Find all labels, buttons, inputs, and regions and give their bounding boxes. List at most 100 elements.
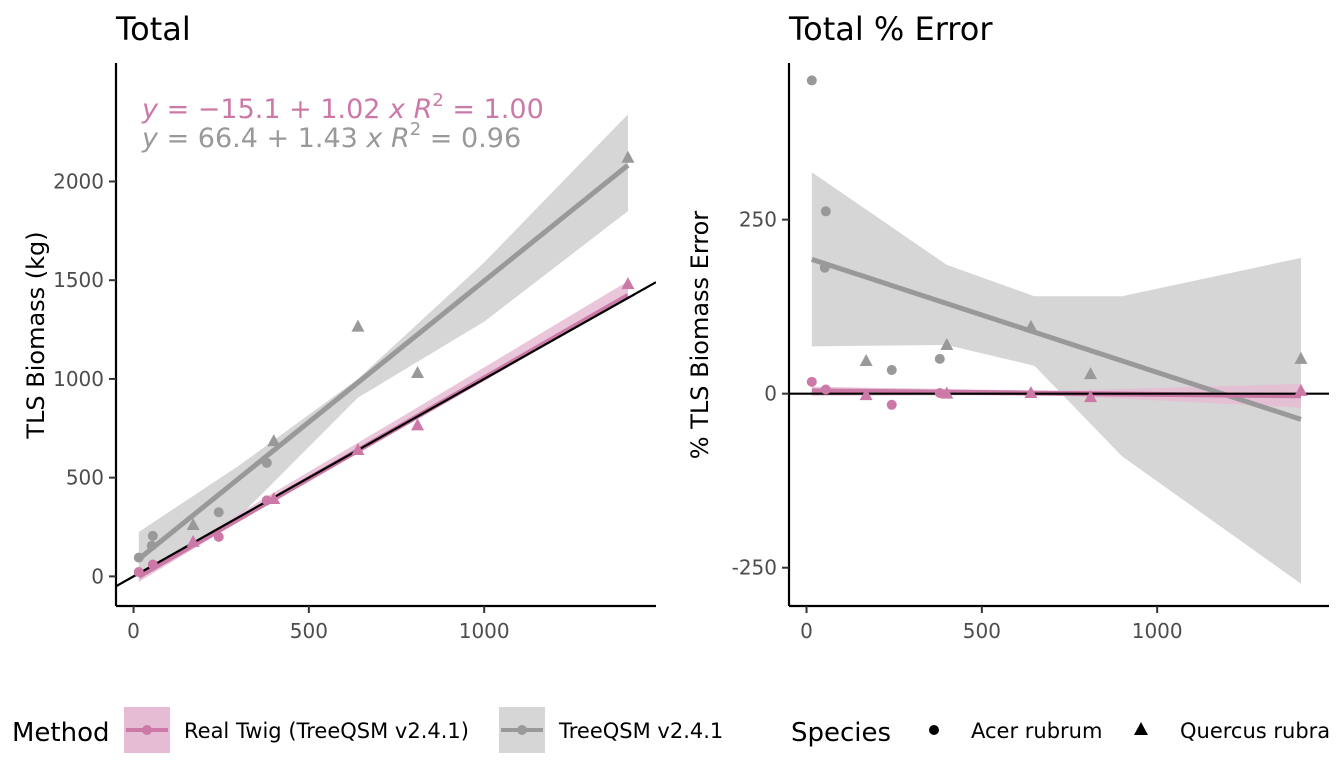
data-point-real-twig-treeqsm-v2-4-1-1 [820,384,831,395]
x-tick-label: 0 [800,619,813,643]
data-point-real-twig-treeqsm-v2-4-1-8 [1294,383,1308,396]
fit-line-treeqsm-v2-4-1 [137,163,630,561]
x-tick-label: 1000 [459,619,510,643]
data-point-treeqsm-v2-4-1-2 [820,206,831,217]
legend-method: Method Real Twig (TreeQSM v2.4.1) TreeQS… [12,707,723,753]
data-point-treeqsm-v2-4-1-8 [1084,367,1098,380]
data-point-treeqsm-v2-4-1-6 [267,434,281,447]
equation-part: 1.02 [320,94,380,125]
data-point-real-twig-treeqsm-v2-4-1-3 [886,399,897,410]
data-point-real-twig-treeqsm-v2-4-1-8 [621,277,635,290]
equation-part: + [281,94,321,125]
equation-r2-value: = 0.96 [421,123,521,154]
legend-item-treeqsm: TreeQSM v2.4.1 [558,719,723,743]
y-axis-title-total: TLS Biomass (kg) [22,231,50,439]
regression-equation-real-twig-treeqsm-v2-4-1: y = −15.1 + 1.02 x R2 = 1.00 [141,90,544,125]
equation-part [380,94,389,125]
equation-part: x [365,123,383,154]
data-point-real-twig-treeqsm-v2-4-1-7 [1084,390,1098,403]
y-tick-label: 1500 [53,268,104,292]
data-point-treeqsm-v2-4-1-1 [819,262,830,273]
legend-key-treeqsm-point [517,725,527,735]
legend-key-real-twig [124,707,170,753]
data-point-real-twig-treeqsm-v2-4-1-0 [133,567,144,578]
data-point-real-twig-treeqsm-v2-4-1-6 [351,443,365,456]
y-axis-title-error: % TLS Biomass Error [686,211,714,460]
x-tick-label: 500 [963,619,1001,643]
plot-content [116,114,656,588]
data-point-treeqsm-v2-4-1-0 [806,75,817,86]
equation-part: + [258,123,298,154]
data-point-treeqsm-v2-4-1-3 [859,353,873,366]
legend-key-acer-circle-icon [929,725,939,735]
x-tick-label: 500 [290,619,328,643]
data-point-real-twig-treeqsm-v2-4-1-3 [213,531,224,542]
panel-total: Total TLS Biomass (kg) 0 500 1000 0 500 1000 1… [22,10,656,643]
y-tick-label: 1000 [53,367,104,391]
equation-part: 66.4 [198,123,258,154]
legend-method-title: Method [12,718,110,748]
equation-part: y [141,123,159,154]
x-tick-label: 0 [127,619,140,643]
data-point-real-twig-treeqsm-v2-4-1-5 [940,386,954,399]
x-tick-label: 1000 [1132,619,1183,643]
equation-r2-exponent: 2 [410,119,421,140]
data-point-treeqsm-v2-4-1-1 [146,540,157,551]
plot-area-error: 0 500 1000 -250 0 250 [732,63,1329,643]
panel-title-total: Total [115,10,191,48]
one-to-one-line [116,281,656,588]
plot-area-total: 0 500 1000 0 500 1000 1500 2000 y = −15.1 + 1.02… [53,63,656,643]
equation-part: −15.1 [198,94,281,125]
confidence-band-treeqsm-v2-4-1 [138,114,628,581]
legend-key-quercus-triangle-icon [1134,722,1148,735]
data-point-treeqsm-v2-4-1-9 [621,150,635,163]
y-tick-label: 2000 [53,169,104,193]
data-point-treeqsm-v2-4-1-6 [940,337,954,350]
equation-part [382,123,391,154]
data-point-treeqsm-v2-4-1-5 [261,457,272,468]
equation-part: x [388,94,406,125]
equation-part: 1.43 [298,123,358,154]
legend-item-quercus: Quercus rubra [1180,719,1330,743]
legend-key-real-twig-point [142,725,152,735]
equation-r2-exponent: 2 [432,90,443,111]
y-tick-label: -250 [732,556,777,580]
data-point-treeqsm-v2-4-1-5 [934,353,945,364]
data-point-treeqsm-v2-4-1-4 [213,507,224,518]
data-point-treeqsm-v2-4-1-7 [1024,319,1038,332]
data-point-treeqsm-v2-4-1-4 [886,365,897,376]
equation-part: = [158,94,198,125]
equation-part [358,123,367,154]
equation-r2-value: = 1.00 [444,94,544,125]
equation-part: = [158,123,198,154]
data-point-real-twig-treeqsm-v2-4-1-5 [267,491,281,504]
panel-error: Total % Error % TLS Biomass Error 0 500 10… [686,10,1329,643]
data-point-treeqsm-v2-4-1-7 [351,319,365,332]
legend-item-real-twig: Real Twig (TreeQSM v2.4.1) [184,719,469,743]
y-tick-label: 0 [91,564,104,588]
data-point-treeqsm-v2-4-1-2 [147,530,158,541]
y-tick-label: 500 [66,466,104,490]
data-point-treeqsm-v2-4-1-3 [186,518,200,531]
data-point-real-twig-treeqsm-v2-4-1-1 [147,559,158,570]
equation-part: R [414,94,433,125]
data-point-real-twig-treeqsm-v2-4-1-2 [859,388,873,401]
data-point-real-twig-treeqsm-v2-4-1-7 [411,418,425,431]
data-point-treeqsm-v2-4-1-0 [133,552,144,563]
legend-key-treeqsm [499,707,545,753]
data-point-real-twig-treeqsm-v2-4-1-2 [186,534,200,547]
y-tick-label: 0 [764,382,777,406]
legend-item-acer: Acer rubrum [971,719,1102,743]
data-point-treeqsm-v2-4-1-8 [411,366,425,379]
plot-content [789,75,1329,584]
legend-species-title: Species [791,718,891,748]
equation-part: R [391,123,410,154]
data-point-treeqsm-v2-4-1-9 [1294,351,1308,364]
regression-equation-treeqsm-v2-4-1: y = 66.4 + 1.43 x R2 = 0.96 [141,119,521,154]
data-point-real-twig-treeqsm-v2-4-1-0 [806,376,817,387]
data-point-real-twig-treeqsm-v2-4-1-6 [1024,385,1038,398]
y-tick-label: 250 [739,208,777,232]
legend-species: Species Acer rubrum Quercus rubra [791,718,1330,748]
confidence-band-treeqsm-v2-4-1 [811,172,1301,584]
